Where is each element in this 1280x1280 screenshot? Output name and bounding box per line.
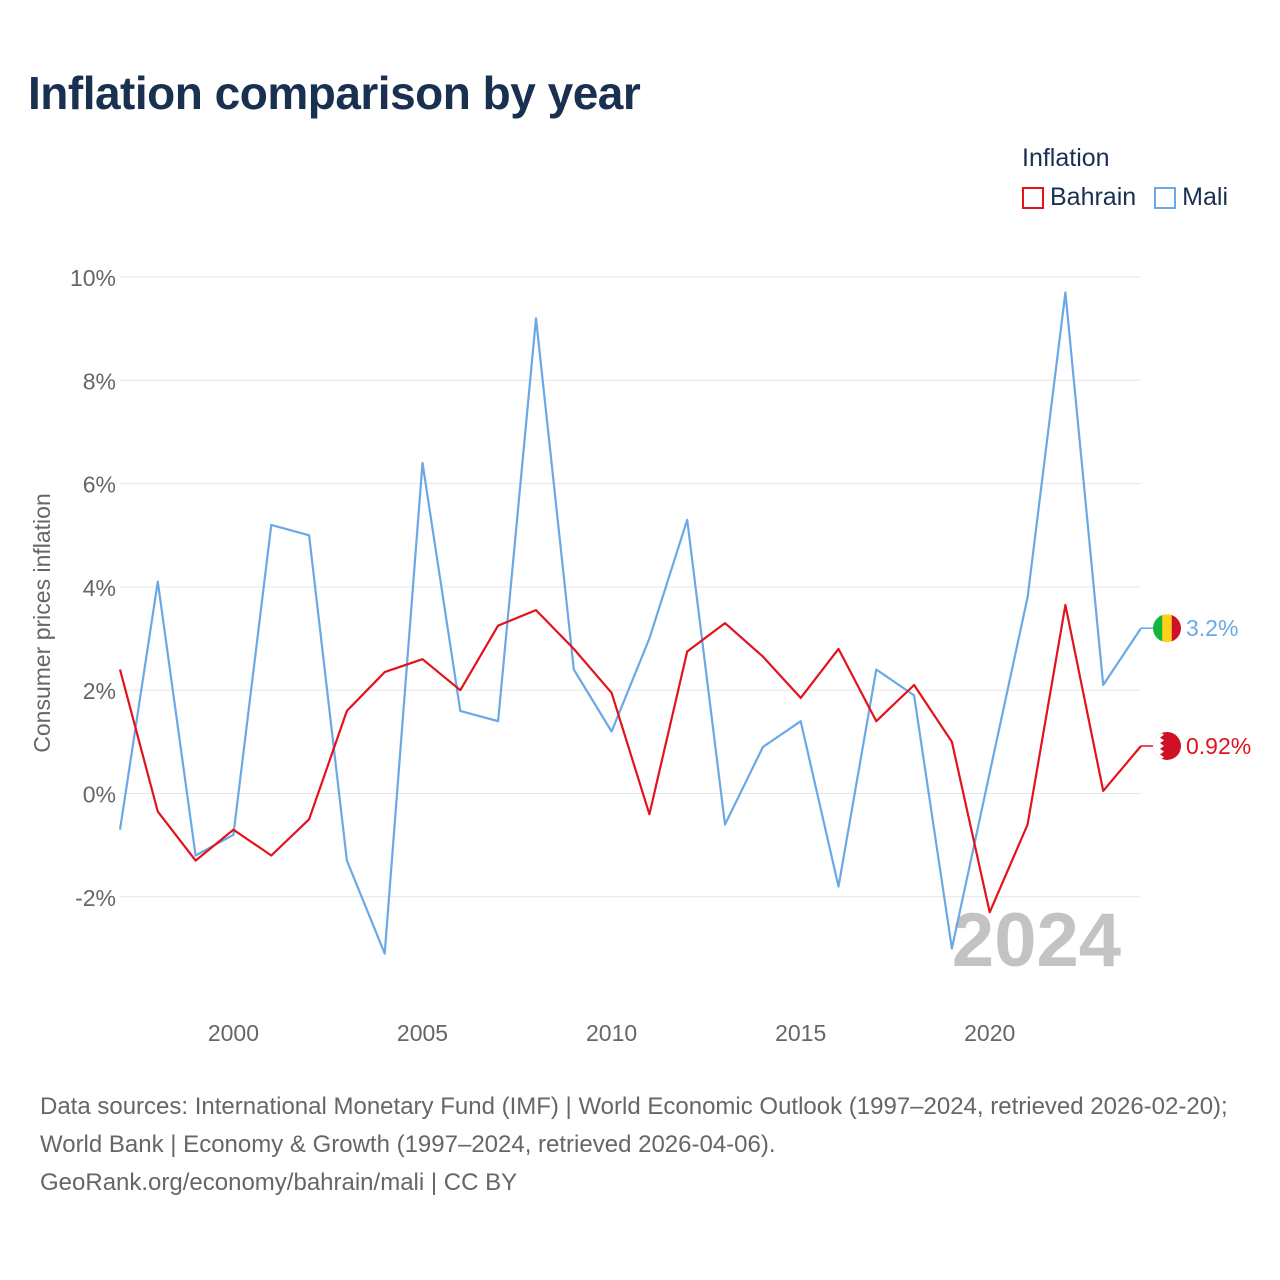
end-value-label-bahrain: 0.92%: [1186, 733, 1251, 759]
series-line-bahrain: [118, 603, 1142, 914]
legend-swatch-mali: [1154, 186, 1177, 209]
y-tick-label: 0%: [83, 782, 116, 808]
x-tick-label: 2020: [964, 1020, 1015, 1046]
year-watermark: 2024: [952, 898, 1121, 983]
bahrain-flag-icon: [1153, 731, 1181, 760]
legend-item-bahrain[interactable]: Bahrain: [1022, 183, 1136, 212]
legend-swatch-bahrain: [1022, 186, 1044, 209]
y-tick-label: 2%: [83, 678, 116, 704]
y-tick-label: 8%: [83, 368, 116, 394]
legend-item-mali[interactable]: Mali: [1154, 183, 1228, 212]
legend-title: Inflation: [1022, 144, 1110, 172]
footer: Data sources: International Monetary Fun…: [40, 1088, 1250, 1202]
credit-link[interactable]: GeoRank.org/economy/bahrain/mali | CC BY: [40, 1169, 518, 1196]
data-sources: Data sources: International Monetary Fun…: [40, 1093, 1228, 1158]
y-axis-label: Consumer prices inflation: [29, 493, 55, 753]
line-chart: -2% 0% 2% 4% 6% 8% 10% 2000 2005 2010 2015 2020 Cons…: [29, 265, 1251, 1046]
y-tick-label: 4%: [83, 575, 116, 601]
legend: Inflation Bahrain Mali: [1022, 144, 1228, 212]
mali-flag-icon: [1153, 614, 1181, 643]
x-tick-label: 2005: [397, 1020, 448, 1046]
end-value-label-mali: 3.2%: [1186, 615, 1238, 641]
y-tick-label: 10%: [70, 265, 116, 291]
x-tick-label: 2000: [208, 1020, 259, 1046]
legend-label-mali: Mali: [1182, 183, 1229, 211]
y-tick-label: 6%: [83, 472, 116, 498]
chart-title: Inflation comparison by year: [28, 67, 641, 119]
x-tick-label: 2010: [586, 1020, 637, 1046]
y-tick-label: -2%: [75, 885, 116, 911]
series-line-mali: [118, 291, 1142, 955]
legend-label-bahrain: Bahrain: [1050, 183, 1137, 211]
x-tick-label: 2015: [775, 1020, 826, 1046]
